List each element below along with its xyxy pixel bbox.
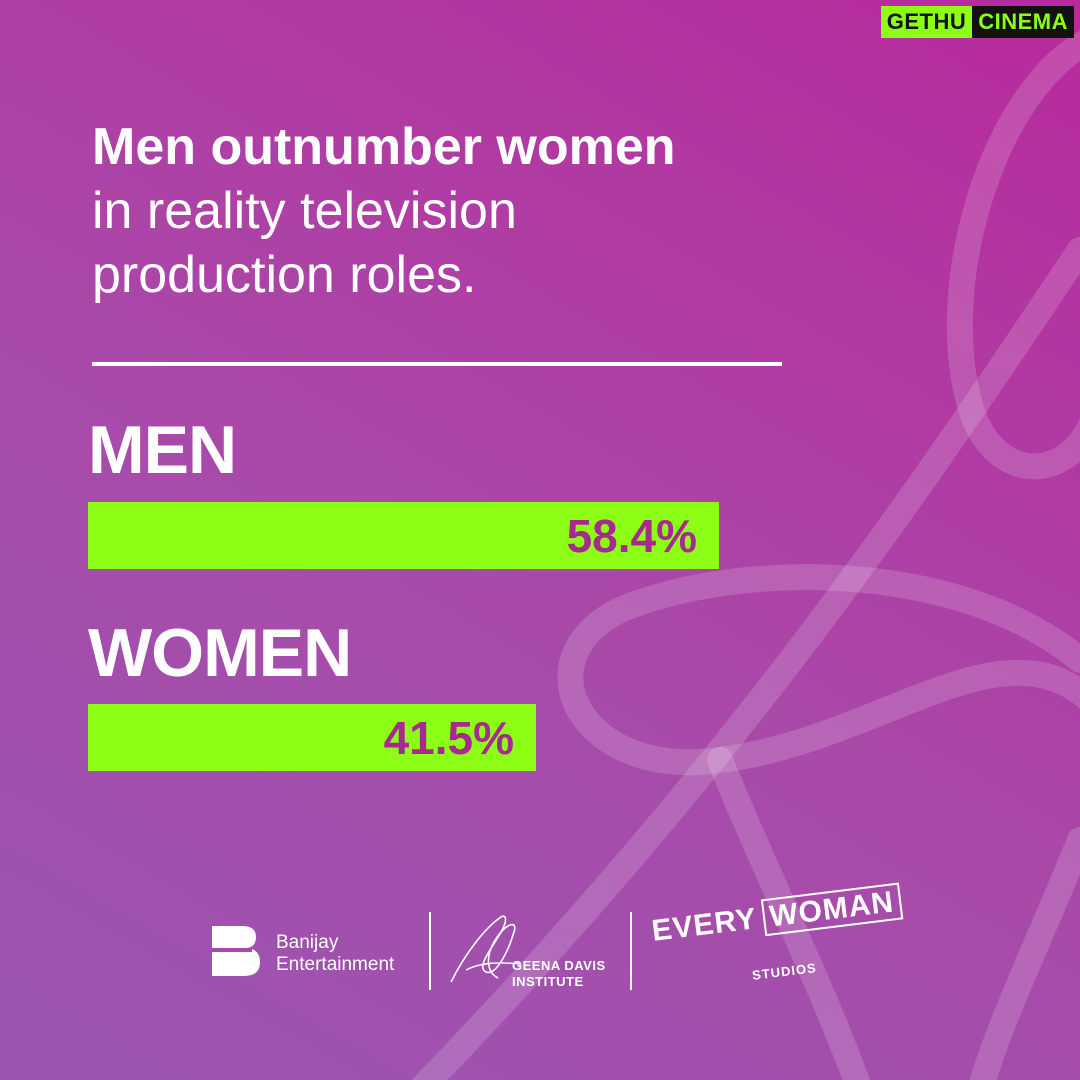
banijay-logo-text: Banijay Entertainment bbox=[276, 932, 394, 976]
geena-signature-icon bbox=[450, 915, 522, 983]
everywoman-word2: WOMAN bbox=[760, 882, 903, 937]
logo-separator-2 bbox=[630, 912, 632, 990]
logo-separator bbox=[429, 912, 431, 990]
banijay-logo-icon bbox=[212, 926, 260, 976]
category-label-women: WOMEN bbox=[88, 615, 352, 691]
bar-value-women: 41.5% bbox=[383, 711, 514, 764]
category-label-men: MEN bbox=[88, 412, 237, 488]
everywoman-sub: STUDIOS bbox=[751, 960, 818, 983]
headline-bold: Men outnumber women bbox=[92, 118, 676, 176]
headline: Men outnumber women in reality televisio… bbox=[92, 115, 812, 307]
bar-men: 58.4% bbox=[88, 502, 719, 569]
headline-line3: production roles. bbox=[92, 246, 477, 304]
watermark-part2: CINEMA bbox=[972, 6, 1074, 38]
banijay-line1: Banijay bbox=[276, 932, 339, 953]
geena-line2: INSTITUTE bbox=[512, 974, 584, 989]
headline-line2: in reality television bbox=[92, 182, 517, 240]
geena-logo-text: GEENA DAVIS INSTITUTE bbox=[512, 958, 606, 990]
everywoman-word1: EVERY bbox=[649, 902, 759, 948]
watermark-part1: GETHU bbox=[880, 6, 973, 38]
bar-women: 41.5% bbox=[88, 704, 536, 771]
geena-line1: GEENA DAVIS bbox=[512, 958, 606, 973]
watermark-logo: GETHU CINEMA bbox=[880, 6, 1074, 38]
banijay-line2: Entertainment bbox=[276, 954, 395, 975]
everywoman-logo: EVERY WOMAN bbox=[649, 882, 903, 949]
divider bbox=[92, 362, 782, 366]
bar-value-men: 58.4% bbox=[566, 509, 697, 562]
